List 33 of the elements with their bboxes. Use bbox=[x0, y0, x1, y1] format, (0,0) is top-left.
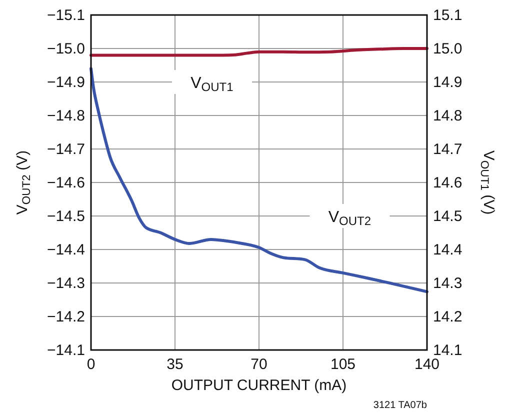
y-tick-label: −14.7 bbox=[47, 141, 85, 158]
y2-tick-label: 15.0 bbox=[433, 40, 462, 58]
y2-tick-label: 14.6 bbox=[433, 174, 462, 192]
y2-tick-label: 14.4 bbox=[433, 242, 462, 258]
y-tick-label: −14.5 bbox=[47, 208, 85, 225]
y2-tick-label: 14.1 bbox=[433, 342, 462, 359]
line-series bbox=[90, 67, 428, 294]
y2-tick-label: 14.5 bbox=[433, 208, 462, 225]
y-tick-label: −14.2 bbox=[47, 308, 85, 326]
y-tick-label: −14.4 bbox=[47, 242, 85, 258]
y-tick-label: −14.3 bbox=[47, 275, 85, 292]
y2-tick-label: 14.7 bbox=[433, 141, 462, 158]
y-tick-label: −15.0 bbox=[47, 40, 85, 58]
x-tick-label: 35 bbox=[166, 356, 184, 373]
y2-tick-label: 14.3 bbox=[433, 275, 462, 292]
line-series bbox=[90, 47, 428, 57]
x-tick-label: 0 bbox=[86, 356, 96, 373]
x-tick-label: 105 bbox=[330, 356, 356, 373]
y2-tick-label: 14.2 bbox=[433, 308, 462, 326]
y-tick-label: −14.9 bbox=[47, 74, 85, 91]
y-tick-label: −14.6 bbox=[47, 174, 85, 192]
y-tick-label: −15.1 bbox=[47, 7, 85, 24]
x-tick-label: 140 bbox=[414, 356, 440, 373]
y-tick-label: −14.8 bbox=[47, 108, 85, 124]
series-label: V$_{OUT1}$ bbox=[190, 75, 234, 94]
y2-tick-label: 15.1 bbox=[433, 7, 462, 24]
x-tick-label: 70 bbox=[250, 356, 268, 373]
text: V$_{OUT2}$ bbox=[328, 209, 372, 228]
text: 3121 TA07b bbox=[373, 400, 428, 411]
y2-tick-label: 14.8 bbox=[433, 108, 462, 124]
x-axis-title: OUTPUT CURRENT (mA) bbox=[171, 377, 347, 394]
y2-tick-label: 14.9 bbox=[433, 74, 462, 91]
y-tick-label: −14.1 bbox=[47, 342, 85, 359]
